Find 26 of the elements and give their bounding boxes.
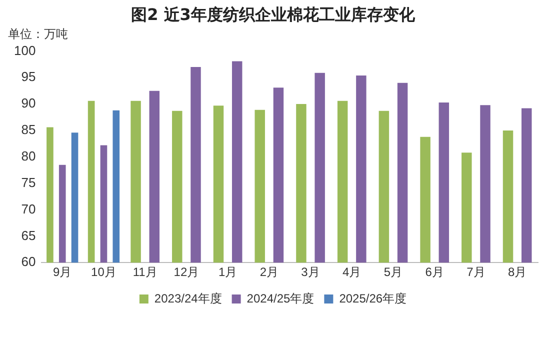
chart-title: 图2 近3年度纺织企业棉花工业库存变化: [131, 4, 416, 24]
legend-label: 2023/24年度: [154, 291, 222, 306]
y-tick-label: 75: [21, 174, 36, 190]
x-tick-label: 12月: [174, 265, 200, 280]
y-tick-label: 100: [14, 42, 36, 58]
y-axis-title: 单位：万吨: [8, 26, 68, 43]
x-tick-label: 10月: [91, 265, 116, 280]
y-tick-label: 70: [21, 201, 36, 216]
x-tick-label: 6月: [425, 265, 444, 280]
x-tick-label: 2月: [260, 265, 279, 280]
x-tick-label: 8月: [508, 265, 527, 280]
y-tick-label: 95: [21, 69, 36, 84]
y-tick-label: 65: [21, 228, 36, 243]
x-tick-label: 3月: [301, 265, 320, 280]
legend-label: 2025/26年度: [339, 291, 407, 306]
legend-label: 2024/25年度: [246, 291, 314, 306]
y-tick-label: 85: [21, 122, 36, 138]
y-tick-label: 90: [21, 96, 36, 111]
y-tick-label: 80: [21, 148, 36, 164]
x-tick-label: 9月: [53, 265, 72, 280]
x-tick-label: 4月: [342, 265, 362, 280]
x-tick-label: 7月: [466, 265, 486, 280]
x-tick-label: 11月: [132, 265, 158, 280]
x-tick-label: 5月: [384, 265, 403, 280]
x-tick-label: 1月: [218, 265, 238, 280]
y-tick-label: 60: [21, 254, 36, 270]
